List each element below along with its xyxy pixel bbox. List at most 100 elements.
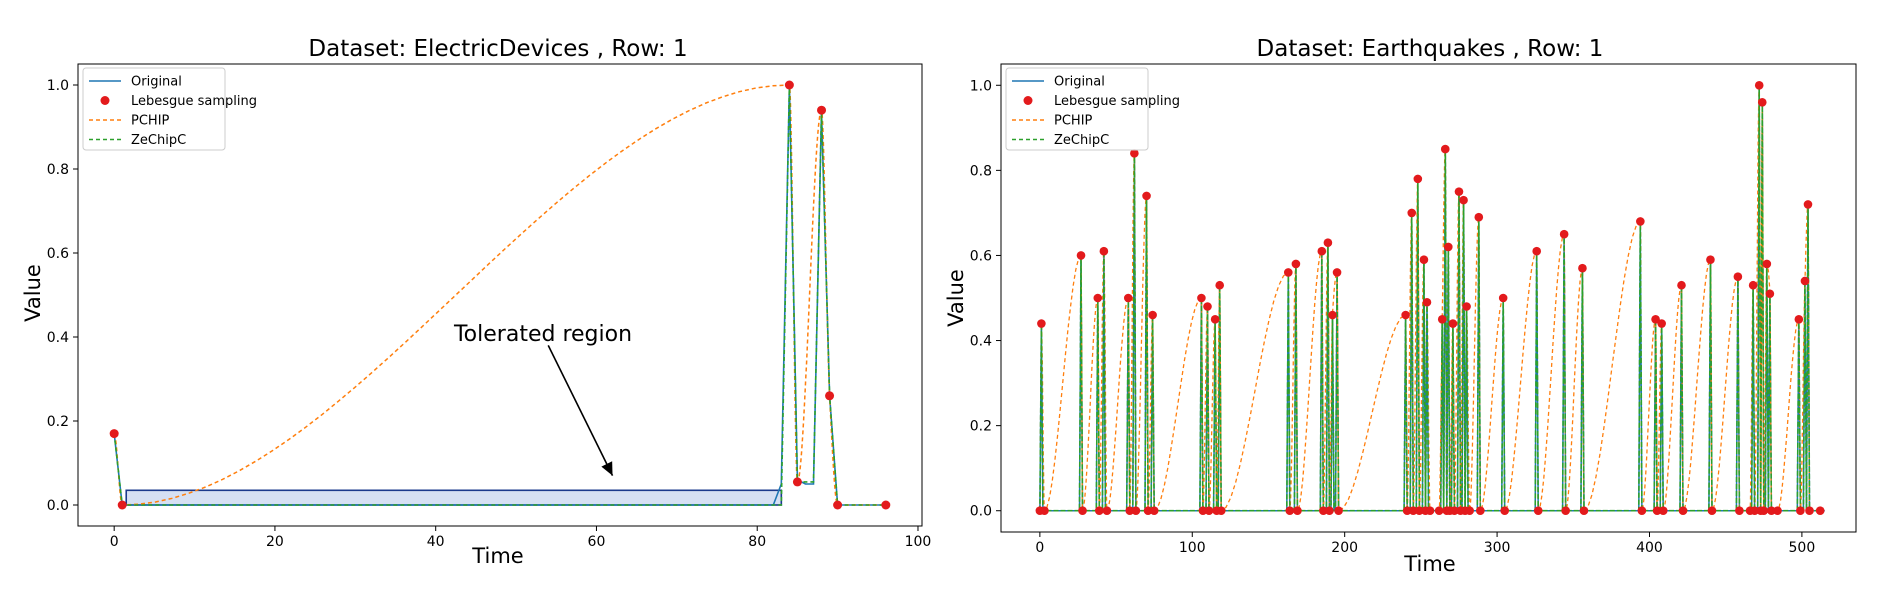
sample-point [1198, 506, 1208, 516]
sample-point [1578, 263, 1587, 273]
sample-point [1422, 297, 1432, 307]
sample-point [1291, 259, 1301, 269]
sample-point [1636, 217, 1645, 226]
legend-frame [1005, 67, 1149, 151]
sample-point [1762, 259, 1772, 269]
sample-point [1130, 149, 1139, 158]
sample-point [1796, 506, 1805, 516]
sample-point [1733, 272, 1743, 282]
sample-point [817, 105, 827, 115]
y-tick-label: 0.8 [970, 163, 992, 179]
sample-point [833, 500, 843, 510]
x-axis-label: Time [1403, 552, 1455, 576]
sample-point [1123, 293, 1133, 303]
sample-point [1805, 506, 1814, 516]
sample-point [1197, 293, 1206, 303]
sample-point [1748, 280, 1758, 290]
sample-point [1325, 506, 1334, 516]
sample-point [1800, 276, 1810, 286]
legend-label: Lebesgue sampling [131, 94, 257, 109]
sample-point [1444, 242, 1453, 252]
y-tick-label: 0.0 [970, 504, 992, 520]
sample-point [1773, 506, 1782, 516]
sample-point [1465, 506, 1474, 516]
sample-point [1454, 187, 1464, 196]
sample-point [1803, 200, 1813, 209]
sample-point [1037, 319, 1046, 328]
x-tick-label: 300 [1484, 540, 1511, 556]
y-axis-label: Value [944, 269, 968, 327]
sample-point [1143, 506, 1153, 516]
sample-point [1579, 506, 1589, 516]
sample-point [792, 477, 802, 487]
series-pchip [113, 84, 886, 506]
sample-point [1078, 506, 1087, 516]
sample-point [1285, 506, 1295, 516]
sample-point [1131, 506, 1141, 516]
y-tick-label: 0.2 [970, 419, 992, 435]
x-tick-label: 400 [1636, 540, 1663, 556]
sample-point [1533, 506, 1543, 516]
sample-point [1559, 229, 1569, 239]
plot-area: 0 20 40 60 80 100 0.0 0.2 0.4 0.6 0.8 1.0 Tolerated … [47, 63, 932, 550]
sample-point [1401, 310, 1410, 320]
sample-point [1099, 246, 1109, 256]
axes-frame [1000, 63, 1857, 533]
series-original [113, 84, 886, 506]
sample-point [1040, 506, 1049, 516]
y-tick-label: 0.2 [47, 414, 69, 430]
sample-point [1434, 506, 1444, 516]
sample-point [1328, 310, 1337, 320]
sample-point [109, 429, 119, 439]
x-tick-label: 200 [1331, 540, 1358, 556]
legend-marker [1023, 96, 1033, 105]
tolerated-region [125, 489, 783, 506]
sample-point [1332, 268, 1342, 277]
sample-point [1450, 506, 1459, 516]
sample-point [1095, 506, 1104, 516]
sample-point [1706, 255, 1715, 265]
legend: Original Lebesgue sampling PCHIP ZeChipC [82, 67, 257, 151]
sample-point [1476, 506, 1485, 516]
sample-point [1440, 144, 1450, 154]
legend-frame [82, 67, 226, 151]
series-original [1036, 85, 1825, 512]
legend: Original Lebesgue sampling PCHIP ZeChipC [1005, 67, 1180, 151]
sample-point [1408, 506, 1418, 516]
sample-point [1532, 246, 1542, 256]
y-tick-label: 0.0 [47, 498, 69, 514]
sample-point [1093, 293, 1103, 303]
sample-point [1462, 302, 1471, 311]
y-tick-label: 0.6 [47, 246, 69, 262]
x-tick-label: 100 [1179, 540, 1206, 556]
sample-point [1707, 506, 1717, 516]
sample-point [1148, 310, 1157, 320]
sample-point [1407, 208, 1417, 218]
sample-point [881, 500, 891, 510]
sample-point [1076, 251, 1086, 260]
x-tick-label: 500 [1789, 540, 1816, 556]
legend-label: PCHIP [131, 114, 170, 129]
sample-point [1678, 506, 1688, 516]
plot-area: 0 100 200 300 400 500 0.0 0.2 0.4 0.6 0.8 1.0 Origin… [970, 63, 1857, 556]
sample-point [1750, 506, 1759, 516]
sample-point [825, 391, 835, 401]
sample-point [784, 80, 794, 90]
x-tick-label: 0 [1035, 540, 1044, 556]
sample-point [1210, 314, 1220, 324]
sample-point [1142, 191, 1151, 201]
sample-point [1448, 319, 1458, 328]
y-tick-label: 1.0 [970, 78, 992, 94]
sample-point [1283, 268, 1293, 277]
y-tick-label: 0.4 [970, 334, 992, 350]
chart-title: Dataset: Earthquakes , Row: 1 [1257, 36, 1604, 62]
x-tick-label: 100 [905, 534, 932, 550]
annotation-text: Tolerated region [453, 322, 632, 347]
legend-label: PCHIP [1054, 114, 1093, 129]
legend-label: ZeChipC [131, 133, 186, 148]
sample-point [1317, 246, 1327, 256]
legend-marker [100, 96, 110, 105]
sample-point [1652, 506, 1662, 516]
